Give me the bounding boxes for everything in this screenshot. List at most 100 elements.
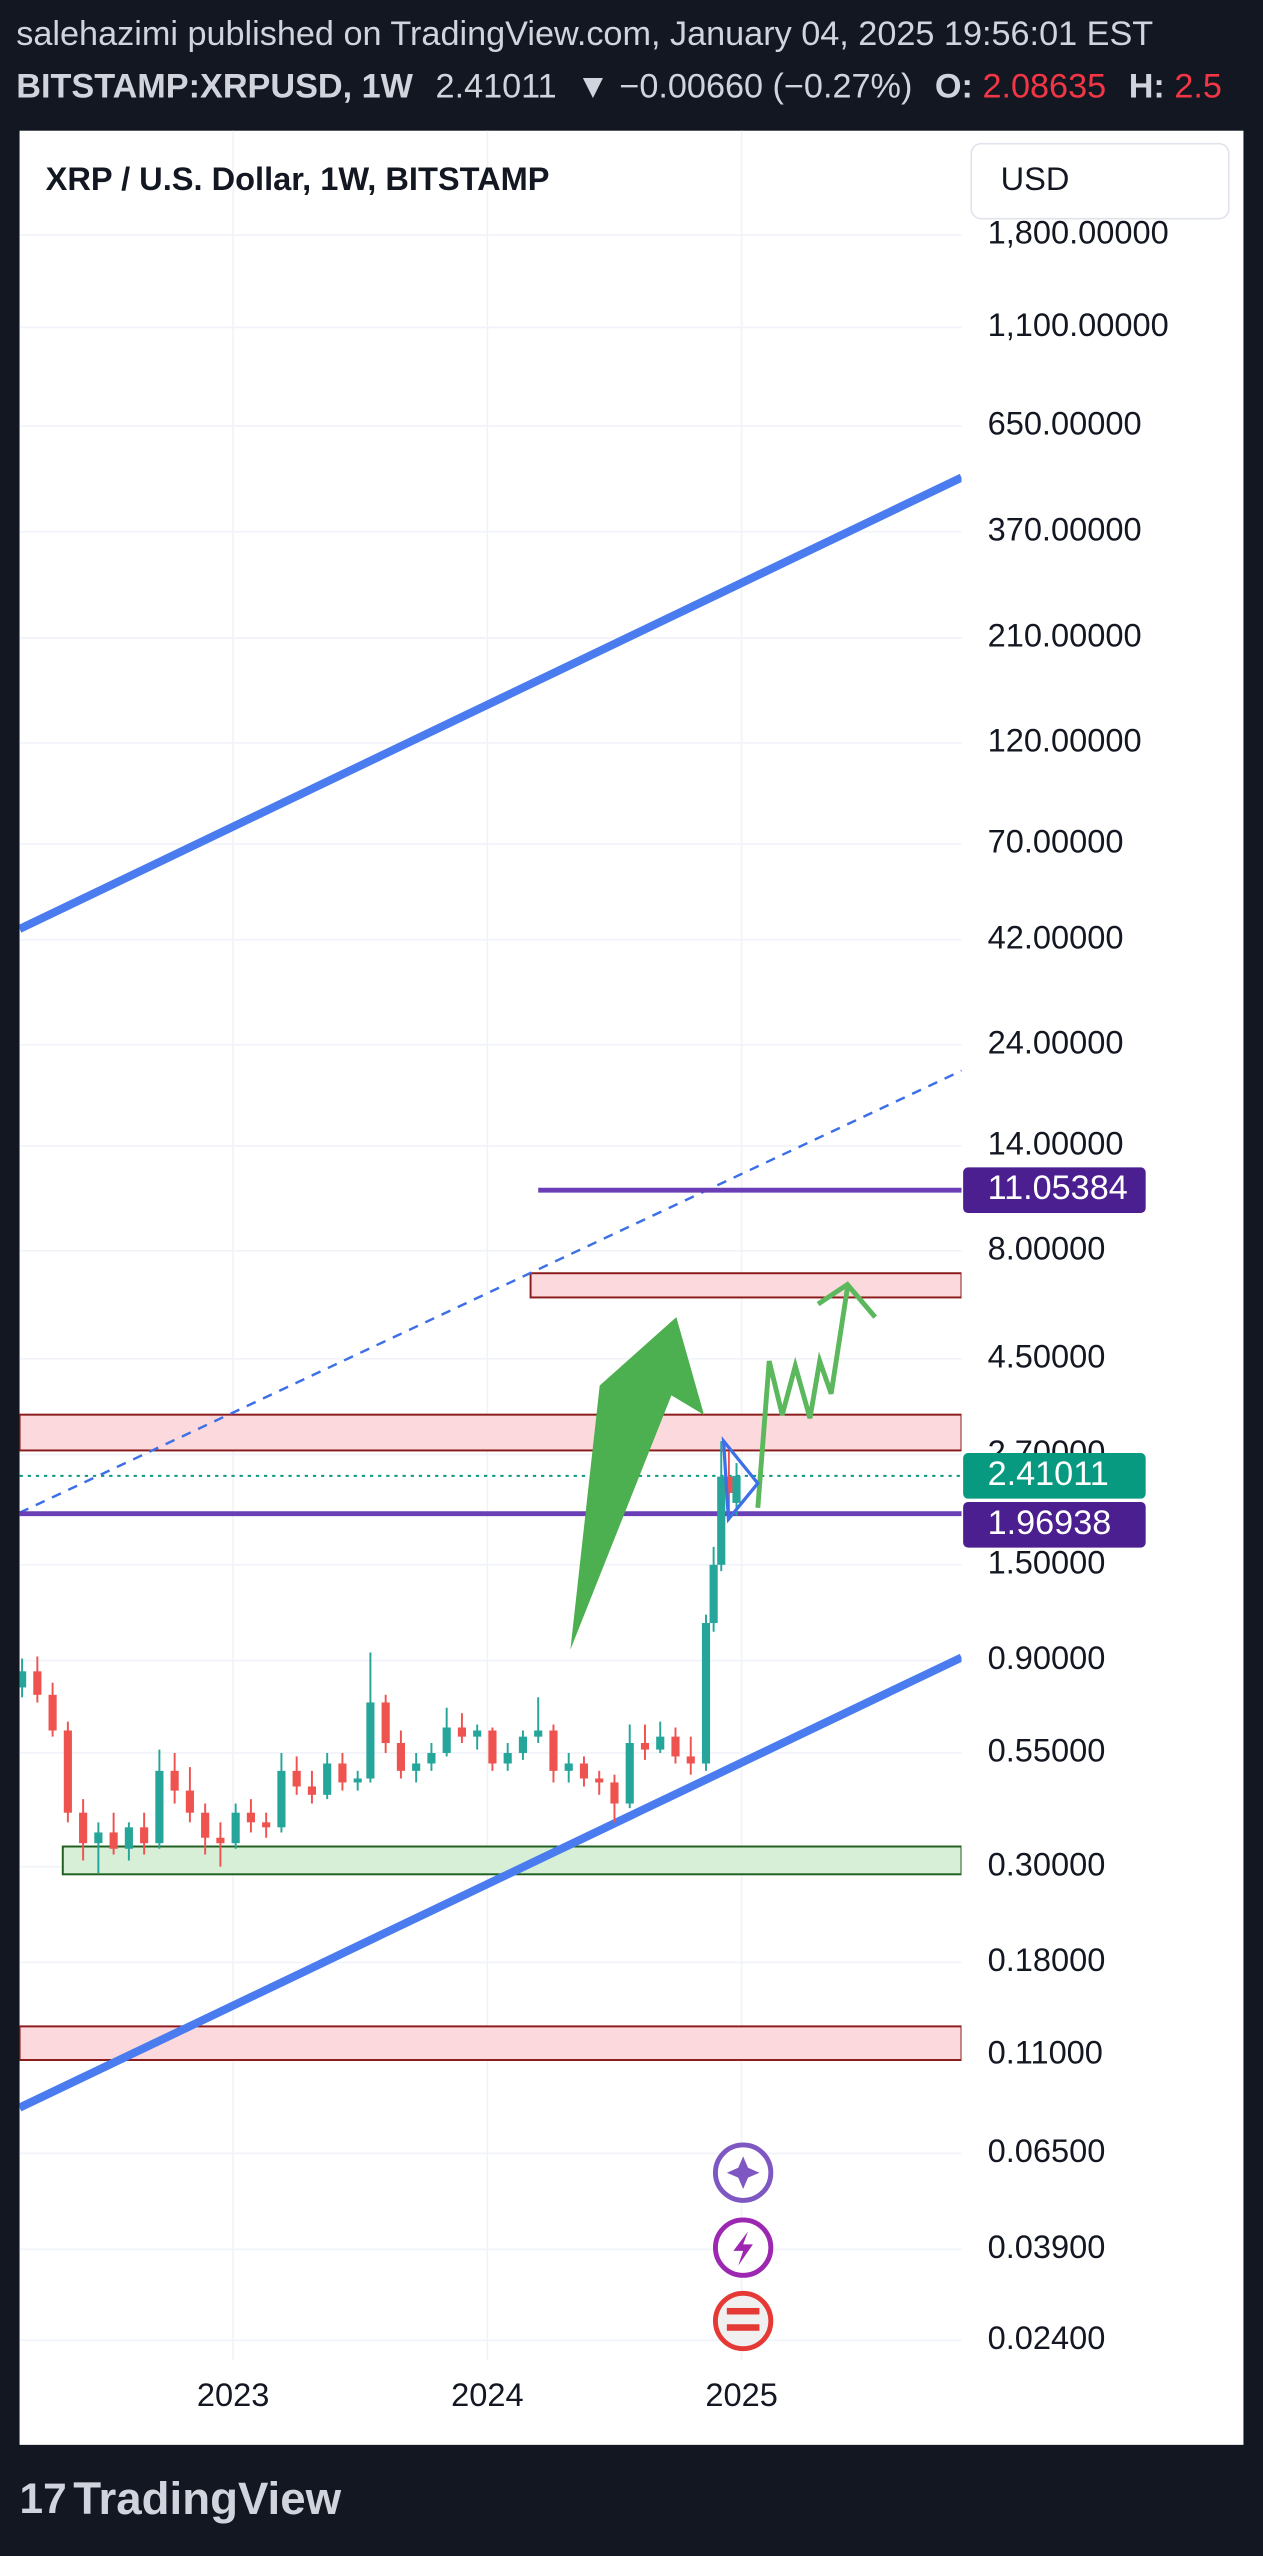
- candle-body: [534, 1730, 543, 1737]
- candle-body: [94, 1832, 103, 1844]
- projection-path: [755, 1287, 850, 1508]
- candle-body: [427, 1752, 436, 1764]
- candle-body: [625, 1743, 634, 1804]
- candle-body: [671, 1736, 680, 1757]
- candle-body: [579, 1763, 589, 1779]
- candle-body: [277, 1770, 286, 1828]
- last-price: 2.41011: [436, 67, 557, 105]
- y-tick-label: 650.00000: [988, 405, 1142, 442]
- candle-body: [63, 1730, 72, 1813]
- candle-body: [724, 1476, 733, 1493]
- y-tick-label: 120.00000: [988, 722, 1142, 759]
- y-tick-label: 0.11000: [988, 2033, 1103, 2070]
- candle-body: [457, 1727, 467, 1737]
- candle-body: [124, 1827, 133, 1849]
- drawings: [570, 1281, 877, 1650]
- candle-body: [216, 1837, 225, 1844]
- y-tick-label: 370.00000: [988, 510, 1142, 547]
- candle-body: [323, 1763, 332, 1795]
- publish-info: salehazimi published on TradingView.com,…: [16, 15, 1153, 53]
- chart-title: XRP / U.S. Dollar, 1W, BITSTAMP: [46, 160, 550, 197]
- candle-body: [19, 1671, 27, 1688]
- candle-body: [595, 1778, 604, 1783]
- high-value: 2.5: [1174, 67, 1222, 105]
- candle-body: [307, 1786, 317, 1795]
- candle-body: [709, 1564, 718, 1623]
- candle-body: [686, 1756, 695, 1764]
- candle-body: [231, 1812, 240, 1844]
- candle-body: [79, 1812, 88, 1844]
- currency[interactable]: USD: [1001, 160, 1070, 197]
- x-tick-label: 2025: [705, 2376, 777, 2413]
- candle-body: [338, 1763, 347, 1783]
- candle-body: [155, 1770, 164, 1844]
- y-tick-label: 24.00000: [988, 1023, 1124, 1060]
- candle-body: [246, 1812, 255, 1823]
- price-label: 1.96938: [988, 1504, 1112, 1542]
- candle-body: [412, 1763, 421, 1771]
- y-tick-label: 1.50000: [988, 1543, 1106, 1580]
- y-tick-label: 1,800.00000: [988, 214, 1169, 251]
- y-tick-label: 14.00000: [988, 1125, 1124, 1162]
- candle-body: [48, 1694, 57, 1731]
- y-tick-label: 210.00000: [988, 617, 1142, 654]
- candle-body: [353, 1778, 362, 1783]
- y-tick-label: 1,100.00000: [988, 306, 1169, 343]
- y-tick-label: 4.50000: [988, 1337, 1106, 1374]
- candle-body: [717, 1476, 726, 1565]
- price-label-box: [963, 1167, 1146, 1214]
- y-tick-label: 0.03900: [988, 2228, 1106, 2265]
- candle-body: [140, 1827, 149, 1844]
- icon-glyph: [726, 2324, 760, 2331]
- y-tick-label: 70.00000: [988, 823, 1124, 860]
- open-value: 2.08635: [982, 67, 1106, 105]
- candle-body: [201, 1812, 210, 1838]
- candle-body: [292, 1770, 301, 1787]
- candle-body: [640, 1743, 650, 1750]
- candle-body: [701, 1622, 711, 1764]
- zone: [19, 1413, 962, 1452]
- price-label: 11.05384: [988, 1169, 1128, 1207]
- candle-body: [564, 1763, 573, 1771]
- icon-glyph: [726, 2156, 760, 2189]
- candle-body: [656, 1736, 665, 1750]
- price-label-box: [963, 1501, 1146, 1548]
- projection-arrowhead: [816, 1281, 877, 1319]
- icon-glyph: [733, 2231, 753, 2266]
- y-tick-label: 0.18000: [988, 1941, 1106, 1978]
- y-tick-label: 0.30000: [988, 1845, 1106, 1882]
- y-tick-label: 8.00000: [988, 1229, 1106, 1266]
- candle-body: [366, 1702, 375, 1779]
- y-tick-label: 0.90000: [988, 1639, 1106, 1676]
- trendline: [19, 473, 962, 933]
- arrow: [570, 1317, 705, 1650]
- open-label: O:: [935, 67, 973, 105]
- price-label-box: [963, 1453, 1146, 1499]
- plot-area: [19, 473, 962, 2112]
- icon-glyph: [726, 2307, 760, 2315]
- change: ▼ −0.00660 (−0.27%): [576, 67, 912, 105]
- candle-body: [185, 1790, 194, 1813]
- candle-body: [262, 1822, 271, 1828]
- price-label: 2.41011: [988, 1455, 1109, 1493]
- trendline: [19, 1653, 962, 2112]
- candle-body: [170, 1770, 179, 1791]
- candle-body: [488, 1730, 497, 1764]
- y-tick-label: 0.55000: [988, 1732, 1106, 1769]
- icon[interactable]: [712, 2290, 774, 2352]
- y-tick-label: 42.00000: [988, 918, 1124, 955]
- axes: 1,800.00000 1,100.00000 650.00000 370.00000…: [197, 214, 1169, 2414]
- candle-body: [518, 1736, 528, 1753]
- candle-body: [381, 1702, 390, 1744]
- candle-body: [473, 1730, 482, 1737]
- candle-body: [396, 1743, 405, 1771]
- zone: [529, 1272, 962, 1299]
- x-tick-label: 2023: [197, 2376, 269, 2413]
- candle-body: [109, 1832, 118, 1849]
- currency-button[interactable]: [970, 142, 1230, 220]
- brand: TradingView: [73, 2473, 341, 2524]
- trendline: [19, 1069, 962, 1514]
- logo-mark: 17: [20, 2475, 67, 2522]
